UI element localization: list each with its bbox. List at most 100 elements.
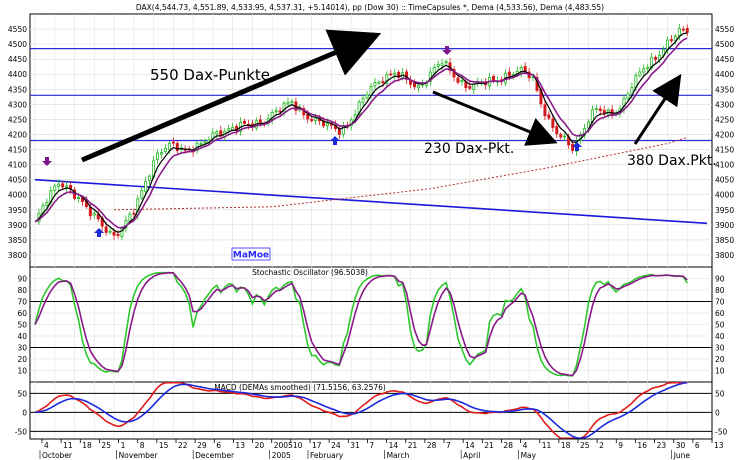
candle-body (646, 66, 650, 69)
rise-arrow-2 (633, 73, 682, 145)
candle-body (278, 110, 282, 113)
candle-body (116, 233, 120, 236)
dema-fast-line (34, 32, 688, 234)
candle-body (65, 185, 69, 188)
candle-body (456, 77, 460, 83)
stochastic-k-line (34, 271, 688, 377)
stochastic-levels (30, 301, 712, 348)
candle-body (638, 71, 642, 76)
candle-body (203, 141, 207, 144)
candle-body (128, 213, 132, 222)
candle-body (412, 83, 416, 88)
stochastic-tick-label-right: 10 (715, 367, 725, 376)
price-tick-label-left: 4100 (8, 161, 27, 170)
candle-body (555, 126, 559, 135)
x-day-label: 23 (657, 441, 667, 450)
price-tick-label-left: 3900 (8, 221, 27, 230)
candle-body (227, 128, 231, 131)
candle-body (381, 81, 385, 84)
x-day-label: 31 (350, 441, 360, 450)
candle-body (124, 219, 128, 229)
price-tick-label-left: 4050 (8, 176, 27, 185)
candle-body (144, 181, 148, 193)
annotation-380: 380 Dax.Pkt. (627, 153, 717, 169)
price-tick-label-right: 4550 (715, 25, 734, 34)
candle-body (677, 28, 681, 36)
candle-body (53, 185, 57, 191)
stochastic-tick-label-left: 80 (17, 286, 27, 295)
price-tick-label-left: 3850 (8, 236, 27, 245)
price-tick-label-right: 4050 (715, 176, 734, 185)
candle-body (440, 63, 444, 66)
stochastic-tick-label-left: 30 (17, 344, 27, 353)
macd-tick-label-right: 0 (715, 408, 720, 417)
candle-body (163, 148, 167, 152)
candle-body (436, 63, 440, 67)
x-day-label: 17 (312, 441, 322, 450)
candle-body (626, 93, 630, 99)
candle-body (314, 117, 318, 121)
stochastic-panel-title: Stochastic Oscillator (96.5038) (252, 268, 368, 277)
annotation-550: 550 Dax-Punkte (150, 66, 270, 84)
buy-signal-arrow-icon (572, 142, 582, 151)
candle-body (104, 226, 108, 233)
macd-tick-label-left: 50 (17, 389, 27, 398)
macd-tick-label-left: -50 (15, 427, 27, 436)
candle-body (57, 183, 61, 187)
candle-body (507, 71, 511, 76)
x-day-label: 11 (63, 441, 73, 450)
x-axis: 4 11 18 25 1 8 15 22 29 6 13 20 2005 10 17 24 31 7 14 21 28 7… (30, 438, 724, 460)
stochastic-tick-label-left: 60 (17, 309, 27, 318)
price-tick-label-right: 4000 (715, 191, 734, 200)
rise-arrow-1 (81, 29, 382, 163)
candle-body (468, 85, 472, 89)
x-day-label: 4 (44, 441, 49, 450)
x-day-label: 18 (561, 441, 571, 450)
x-month-label: February (310, 451, 344, 460)
candle-body (654, 57, 658, 60)
candle-body (444, 61, 448, 64)
candle-body (630, 86, 634, 95)
macd-tick-label-left: 0 (22, 408, 27, 417)
price-tick-label-left: 4000 (8, 191, 27, 200)
candle-body (662, 49, 666, 56)
candlesticks (37, 23, 689, 241)
price-tick-label-right: 4100 (715, 161, 734, 170)
candle-body (523, 66, 527, 72)
candle-body (416, 85, 420, 89)
candle-body (515, 71, 519, 74)
candle-body (76, 197, 80, 199)
x-day-label: 7 (446, 441, 451, 450)
stochastic-tick-label-right: 30 (715, 344, 725, 353)
candle-body (594, 108, 598, 110)
x-day-label: 15 (159, 441, 169, 450)
x-day-label: 21 (484, 441, 494, 450)
x-day-label: 30 (676, 441, 686, 450)
candle-body (140, 190, 144, 199)
price-tick-label-right: 4200 (715, 130, 734, 139)
candle-body (673, 35, 677, 41)
annotation-230: 230 Dax-Pkt. (424, 141, 514, 157)
candle-body (306, 114, 310, 120)
watermark-text: MaMoe (233, 251, 269, 261)
candle-body (156, 152, 160, 161)
candle-body (282, 102, 286, 112)
sell-signal-arrow-icon (442, 46, 452, 55)
price-tick-label-right: 4150 (715, 146, 734, 155)
candle-body (373, 82, 377, 87)
candle-body (685, 28, 689, 33)
x-day-label: 20 (255, 441, 265, 450)
x-day-label: 11 (542, 441, 552, 450)
x-month-label: April (463, 451, 480, 460)
watermark-box (231, 247, 271, 261)
x-day-label: 7 (369, 441, 374, 450)
price-panel-title: DAX(4,544.73, 4,551.89, 4,533.95, 4,537.… (136, 3, 604, 12)
candle-body (492, 75, 496, 81)
candle-body (551, 118, 555, 128)
price-tick-label-right: 4250 (715, 115, 734, 124)
stochastic-tick-label-left: 10 (17, 367, 27, 376)
x-month-label: 2005 (272, 451, 291, 460)
macd-signal-line (34, 381, 688, 440)
candle-body (274, 110, 278, 113)
stochastic-tick-label-right: 80 (715, 286, 725, 295)
